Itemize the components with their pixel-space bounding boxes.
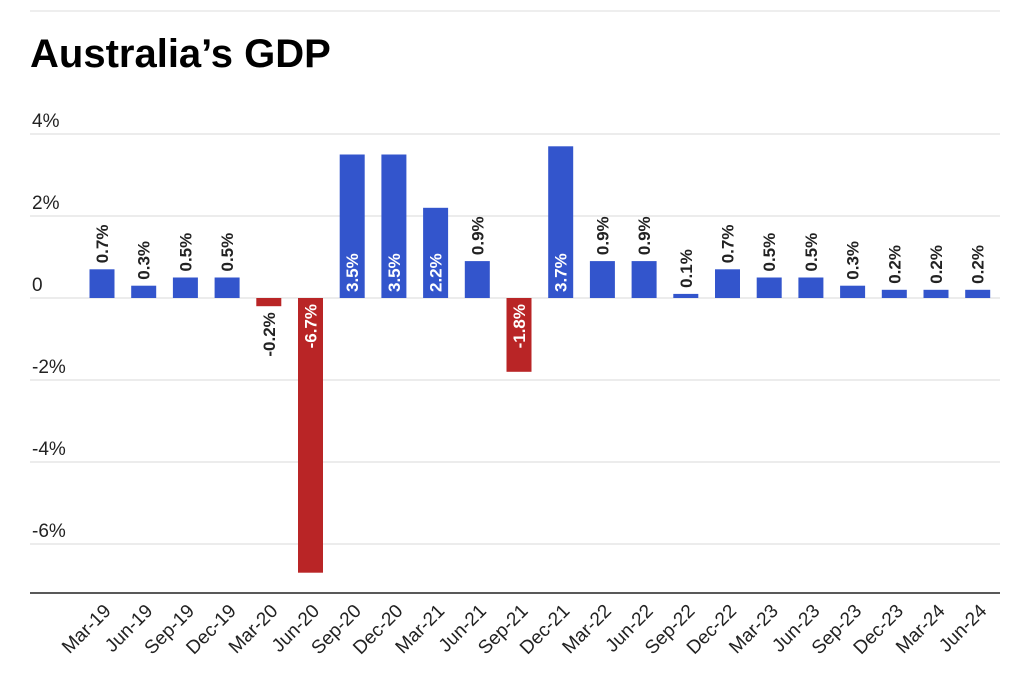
y-tick-label: -4% bbox=[32, 439, 66, 460]
data-label: 0.3% bbox=[135, 241, 154, 280]
data-label: 0.5% bbox=[802, 233, 821, 272]
bar bbox=[840, 285, 866, 298]
bar bbox=[339, 154, 365, 298]
bar bbox=[673, 293, 699, 298]
data-label: 3.5% bbox=[343, 253, 362, 292]
bar bbox=[214, 277, 240, 298]
data-label: 0.2% bbox=[927, 245, 946, 284]
data-label: 0.9% bbox=[635, 216, 654, 255]
bar bbox=[548, 146, 574, 298]
bar bbox=[256, 298, 282, 307]
bar bbox=[798, 277, 824, 298]
bar bbox=[423, 207, 449, 298]
bar bbox=[589, 261, 615, 298]
data-label: -0.2% bbox=[260, 312, 279, 356]
data-label: 0.5% bbox=[176, 233, 195, 272]
data-label: 0.7% bbox=[719, 225, 738, 264]
chart-title: Australia’s GDP bbox=[30, 32, 331, 76]
bar bbox=[923, 289, 949, 298]
bar bbox=[631, 261, 657, 298]
bar bbox=[172, 277, 198, 298]
bar bbox=[89, 269, 115, 298]
y-tick-label: 0 bbox=[32, 275, 43, 296]
data-label: -6.7% bbox=[302, 304, 321, 348]
data-label: 0.9% bbox=[468, 216, 487, 255]
data-label: 0.2% bbox=[969, 245, 988, 284]
bar bbox=[881, 289, 907, 298]
y-tick-label: -6% bbox=[32, 521, 66, 542]
data-label: 0.7% bbox=[93, 225, 112, 264]
data-label: 0.9% bbox=[593, 216, 612, 255]
y-tick-label: 2% bbox=[32, 193, 60, 214]
bar bbox=[715, 269, 740, 298]
bar bbox=[298, 298, 323, 573]
data-label: 0.5% bbox=[218, 233, 237, 272]
bar bbox=[506, 298, 532, 372]
y-tick-label: 4% bbox=[32, 111, 60, 132]
x-tick-label: Jun-24 bbox=[935, 600, 991, 656]
data-label: 0.2% bbox=[885, 245, 904, 284]
data-label: -1.8% bbox=[510, 304, 529, 348]
data-label: 0.5% bbox=[760, 233, 779, 272]
bars bbox=[89, 146, 991, 573]
x-tick-label: Mar-19 bbox=[58, 601, 115, 658]
y-tick-label: -2% bbox=[32, 357, 66, 378]
y-axis-ticks: 4% 2% 0 -2% -4% -6% bbox=[32, 111, 66, 542]
bar bbox=[381, 154, 407, 298]
bar bbox=[756, 277, 782, 298]
data-label: 2.2% bbox=[427, 253, 446, 292]
x-axis-ticks: Mar-19Jun-19Sep-19Dec-19Mar-20Jun-20Sep-… bbox=[58, 600, 991, 658]
data-label: 3.7% bbox=[552, 253, 571, 292]
bar bbox=[965, 289, 991, 298]
bar bbox=[464, 261, 490, 298]
data-label: 0.3% bbox=[844, 241, 863, 280]
bar bbox=[131, 285, 157, 298]
data-labels: 0.7% 0.3% 0.5% 0.5% -0.2% -6.7% 3.5% 3.5% 2.2% 0.… bbox=[93, 216, 988, 356]
data-label: 3.5% bbox=[385, 253, 404, 292]
data-label: 0.1% bbox=[677, 249, 696, 288]
